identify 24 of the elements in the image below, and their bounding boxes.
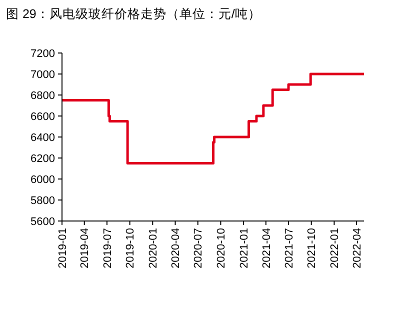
x-tick-label: 2019-04 <box>79 228 92 268</box>
y-tick-label: 5800 <box>30 194 55 207</box>
chart-title: 图 29：风电级玻纤价格走势（单位：元/吨） <box>6 7 261 21</box>
x-tick-label: 2020-04 <box>170 228 182 268</box>
x-tick-label: 2021-01 <box>238 228 250 268</box>
x-tick-label: 2020-07 <box>192 228 205 268</box>
y-tick-label: 5600 <box>30 216 55 228</box>
y-tick-label: 6200 <box>30 152 55 165</box>
y-tick-label: 6800 <box>30 90 55 102</box>
x-tick-label: 2021-04 <box>260 228 273 268</box>
y-tick-label: 6600 <box>30 110 55 123</box>
y-tick-label: 6400 <box>30 132 55 144</box>
x-tick-label: 2021-10 <box>306 228 318 268</box>
y-tick-label: 7200 <box>30 48 55 60</box>
x-tick-label: 2021-07 <box>283 228 296 268</box>
x-tick-label: 2020-10 <box>216 228 228 268</box>
x-tick-label: 2022-04 <box>351 228 364 268</box>
y-tick-label: 7000 <box>30 68 55 81</box>
x-tick-label: 2022-01 <box>329 228 342 268</box>
x-tick-label: 2019-01 <box>56 228 69 268</box>
x-tick-label: 2019-07 <box>102 228 114 268</box>
x-tick-label: 2019-10 <box>124 228 137 268</box>
y-tick-label: 6000 <box>30 174 55 186</box>
x-tick-label: 2020-01 <box>148 228 160 268</box>
